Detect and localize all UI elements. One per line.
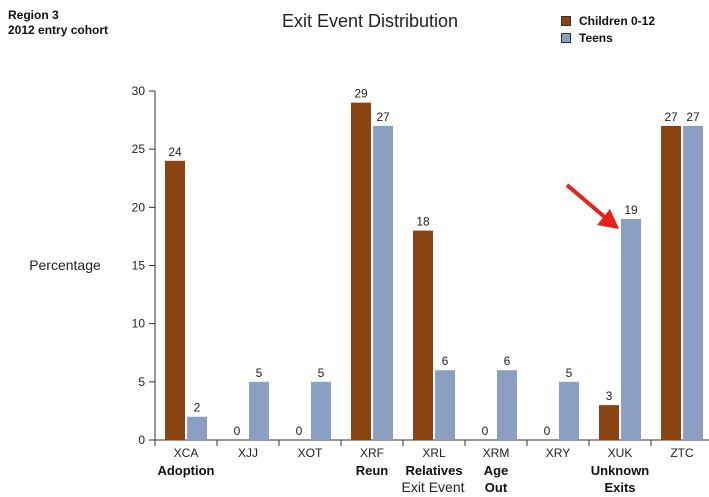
- annotation-arrow: [565, 183, 619, 229]
- data-label: 27: [686, 110, 700, 124]
- data-label: 19: [624, 203, 638, 217]
- y-tick-label: 10: [132, 317, 146, 331]
- y-tick-label: 30: [132, 84, 146, 98]
- cohort-label: 2012 entry cohort: [8, 23, 109, 37]
- x-tick-label: XUK: [608, 446, 633, 460]
- bar-children: [413, 230, 433, 440]
- x-tick-label: XRL: [422, 446, 446, 460]
- data-label: 3: [606, 389, 613, 403]
- y-tick-label: 15: [132, 259, 146, 273]
- bar-children: [165, 160, 185, 441]
- data-label: 18: [416, 215, 430, 229]
- category-description-label: Age: [484, 463, 509, 478]
- x-tick-label: XOT: [298, 446, 323, 460]
- bar-children: [599, 405, 619, 440]
- category-description-label: Out: [485, 480, 508, 495]
- legend-label-teens: Teens: [579, 30, 613, 45]
- category-description-label: Adoption: [157, 463, 214, 478]
- data-label: 24: [168, 145, 182, 159]
- bar-teens: [373, 125, 393, 441]
- x-tick-label: ZTC: [670, 446, 694, 460]
- x-tick-label: XCA: [174, 446, 199, 460]
- x-tick-label: XRF: [360, 446, 384, 460]
- legend-swatch-children: [561, 15, 571, 26]
- bar-children: [351, 102, 371, 440]
- data-label: 6: [504, 354, 511, 368]
- category-description-label: Reun: [356, 463, 389, 478]
- data-label: 0: [544, 424, 551, 438]
- x-tick-label: XJJ: [238, 446, 258, 460]
- annotation-arrow-shaft: [565, 183, 609, 221]
- bar-teens: [311, 381, 331, 440]
- bar-teens: [249, 381, 269, 440]
- chart-labels: XCA Adoption 24 2 XJJ 0 5 XOT 0 5 XRF Reun 29 27 XRL Re…: [157, 87, 700, 495]
- annotation-arrow-head: [597, 208, 619, 229]
- legend-item-teens: Teens: [561, 29, 655, 46]
- category-description-label: Relatives: [405, 463, 462, 478]
- data-label: 6: [442, 354, 449, 368]
- x-axis-label: Exit Event: [401, 479, 464, 495]
- region-header: Region 3 2012 entry cohort: [8, 8, 108, 38]
- category-description-label: Exits: [604, 480, 635, 495]
- data-label: 5: [566, 366, 573, 380]
- data-label: 27: [664, 110, 678, 124]
- bar-teens: [497, 370, 517, 440]
- data-label: 5: [318, 366, 325, 380]
- bar-teens: [559, 381, 579, 440]
- bar-teens: [435, 370, 455, 440]
- chart-title: Exit Event Distribution: [281, 11, 459, 31]
- y-tick-label: 5: [138, 375, 145, 389]
- y-tick-label: 25: [132, 142, 146, 156]
- bar-teens: [621, 218, 641, 440]
- bar-teens: [187, 416, 207, 440]
- data-label: 0: [482, 424, 489, 438]
- data-label: 5: [256, 366, 263, 380]
- data-label: 29: [354, 87, 368, 101]
- chart-legend: Children 0-12 Teens: [561, 12, 655, 46]
- data-label: 2: [194, 401, 201, 415]
- legend-swatch-teens: [561, 32, 571, 43]
- data-label: 27: [376, 110, 390, 124]
- y-tick-label: 20: [132, 200, 146, 214]
- legend-item-children: Children 0-12: [561, 12, 655, 29]
- legend-label-children: Children 0-12: [579, 13, 656, 28]
- y-tick-label: 0: [138, 433, 145, 447]
- x-tick-label: XRM: [483, 446, 510, 460]
- bar-teens: [683, 125, 703, 441]
- chart-bars: [165, 102, 703, 441]
- category-description-label: Unknown: [591, 463, 650, 478]
- data-label: 0: [296, 424, 303, 438]
- bar-children: [661, 125, 681, 441]
- data-label: 0: [234, 424, 241, 438]
- region-label: Region 3: [8, 8, 59, 22]
- x-tick-label: XRY: [546, 446, 570, 460]
- y-axis-label: Percentage: [29, 257, 101, 273]
